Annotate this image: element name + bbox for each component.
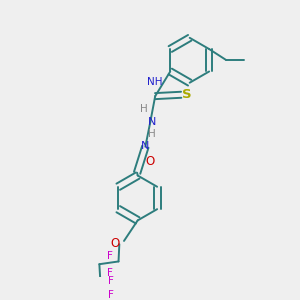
Text: N: N: [141, 141, 149, 151]
Text: H: H: [148, 129, 156, 140]
Text: O: O: [146, 155, 155, 168]
Text: NH: NH: [147, 76, 162, 87]
Text: F: F: [107, 251, 113, 261]
Text: F: F: [107, 268, 113, 278]
Text: F: F: [108, 290, 114, 300]
Text: N: N: [148, 117, 156, 127]
Text: O: O: [111, 237, 120, 250]
Text: H: H: [140, 104, 147, 114]
Text: F: F: [108, 276, 114, 286]
Text: S: S: [182, 88, 191, 101]
